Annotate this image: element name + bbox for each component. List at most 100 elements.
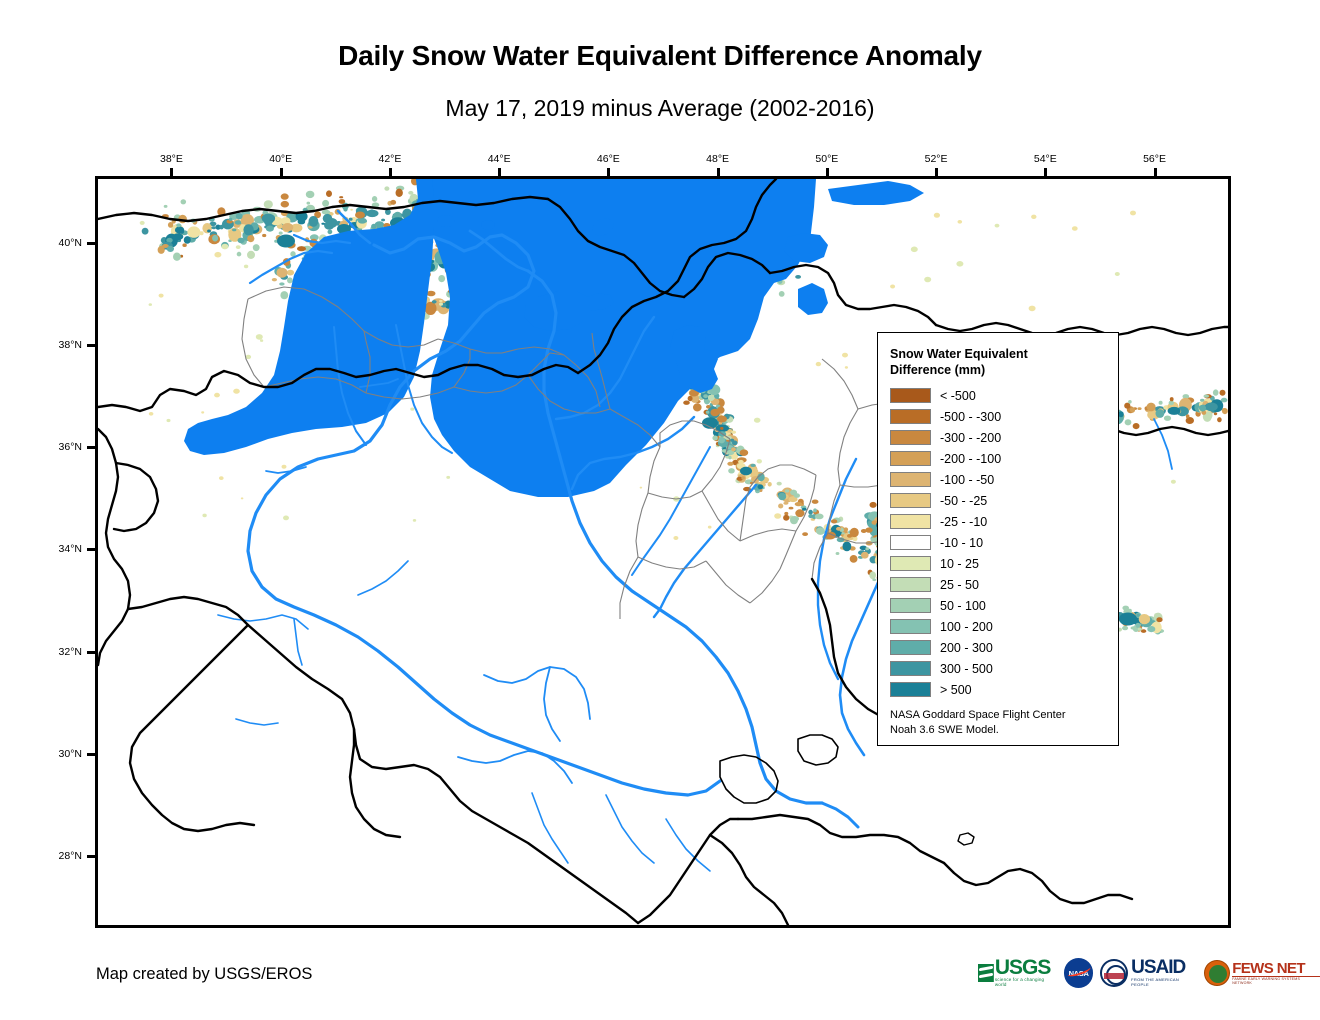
swe-anomaly-cell <box>1156 617 1163 623</box>
swe-anomaly-cell <box>1199 404 1207 412</box>
swe-anomaly-fleck <box>245 354 252 360</box>
swe-anomaly-cell <box>1137 627 1142 631</box>
swe-anomaly-cell <box>322 213 333 223</box>
swe-anomaly-cell <box>788 506 794 510</box>
swe-anomaly-fleck <box>410 407 415 411</box>
swe-anomaly-cell <box>439 299 443 303</box>
lon-tick <box>607 168 611 176</box>
river-euphrates <box>246 233 722 797</box>
legend-row: -300 - -200 <box>890 427 1108 448</box>
swe-anomaly-cell <box>252 244 260 252</box>
border-iraq-saudi-vertical <box>348 727 402 839</box>
swe-anomaly-fleck <box>233 388 240 394</box>
swe-anomaly-cell <box>732 440 738 446</box>
wadi-syria-3 <box>357 560 409 596</box>
lat-tick-label: 30°N <box>58 748 82 761</box>
legend-label: > 500 <box>940 682 972 697</box>
swe-anomaly-cell <box>783 514 790 521</box>
wadi-network-5 <box>605 794 655 864</box>
swe-anomaly-fleck <box>707 525 712 529</box>
swe-anomaly-cell <box>234 220 242 225</box>
swe-anomaly-cell <box>408 190 414 195</box>
border-turkey-syria <box>98 363 580 413</box>
swe-anomaly-cell <box>1128 400 1132 404</box>
swe-anomaly-cell <box>869 571 877 580</box>
island-gulf-1 <box>957 832 975 846</box>
swe-anomaly-cell <box>776 481 782 486</box>
swe-anomaly-cell <box>247 235 255 243</box>
swe-anomaly-cell <box>784 489 790 493</box>
coast-caspian-south <box>934 321 1228 337</box>
swe-anomaly-fleck <box>283 515 289 521</box>
usgs-tagline: science for a changing world <box>994 977 1045 988</box>
wadi-network-3 <box>457 750 573 784</box>
swe-anomaly-cell <box>438 275 446 283</box>
legend-swatch <box>890 514 931 530</box>
lon-tick-label: 50°E <box>815 153 839 165</box>
river-adhaim <box>631 446 711 576</box>
legend-swatch <box>890 682 931 698</box>
swe-anomaly-cell <box>306 201 311 205</box>
lake-small-1 <box>437 215 455 227</box>
lon-tick-label: 56°E <box>1143 153 1166 165</box>
swe-anomaly-cell <box>166 245 174 252</box>
swe-anomaly-cell <box>824 531 836 540</box>
swe-anomaly-cell <box>1219 389 1226 396</box>
swe-anomaly-fleck <box>201 411 205 414</box>
swe-anomaly-fleck <box>446 475 451 479</box>
swe-anomaly-cell <box>290 223 303 233</box>
swe-anomaly-fleck <box>815 361 822 367</box>
swe-anomaly-cell <box>830 519 838 524</box>
swe-anomaly-cell <box>808 509 813 515</box>
swe-anomaly-cell <box>814 513 824 520</box>
swe-anomaly-cell <box>236 251 242 257</box>
caspian-ne-bay <box>784 233 828 263</box>
swe-anomaly-fleck <box>412 519 417 522</box>
legend-row: 100 - 200 <box>890 616 1108 637</box>
swe-anomaly-cell <box>141 227 149 235</box>
swe-anomaly-cell <box>290 251 296 257</box>
swe-anomaly-cell <box>1200 398 1205 402</box>
legend-swatch <box>890 451 931 467</box>
swe-anomaly-cell <box>739 449 749 457</box>
swe-anomaly-cell <box>872 578 877 582</box>
swe-anomaly-cell <box>795 509 805 518</box>
swe-anomaly-cell <box>865 547 869 551</box>
caspian-ne-inlet <box>828 181 924 205</box>
lat-tick-label: 40°N <box>58 236 82 249</box>
page-subtitle: May 17, 2019 minus Average (2002-2016) <box>445 95 875 121</box>
swe-anomaly-cell <box>1146 402 1156 412</box>
swe-anomaly-cell <box>280 193 289 200</box>
legend-row: 200 - 300 <box>890 637 1108 658</box>
swe-anomaly-cell <box>790 489 798 496</box>
swe-anomaly-cell <box>166 237 173 243</box>
border-armenia-azerbaijan <box>682 251 772 299</box>
swe-anomaly-cell <box>741 476 745 480</box>
swe-anomaly-cell <box>869 501 877 508</box>
caspian-east-shelf <box>798 283 828 315</box>
swe-anomaly-cell <box>790 516 798 525</box>
wadi-network-6 <box>665 818 711 872</box>
swe-anomaly-cell <box>1132 423 1140 430</box>
swe-anomaly-fleck <box>673 536 679 540</box>
swe-anomaly-core <box>1119 612 1137 626</box>
swe-deficit-core <box>717 415 727 423</box>
swe-anomaly-cell <box>384 186 390 191</box>
swe-anomaly-cell <box>842 541 852 552</box>
swe-anomaly-cell <box>783 501 789 505</box>
legend-swatch <box>890 577 931 593</box>
swe-anomaly-cell <box>309 234 319 241</box>
usaid-seal-icon <box>1100 958 1129 987</box>
river-diyala <box>652 483 758 619</box>
swe-anomaly-cell <box>1182 394 1190 399</box>
swe-anomaly-cell <box>180 199 187 205</box>
swe-anomaly-cell <box>718 436 725 444</box>
swe-anomaly-fleck <box>1114 272 1120 276</box>
swe-anomaly-cell <box>1169 397 1174 402</box>
swe-anomaly-cell <box>176 223 182 228</box>
swe-anomaly-cell <box>1167 406 1181 415</box>
river-greater-zab <box>554 315 656 421</box>
swe-anomaly-cell <box>778 492 787 501</box>
swe-anomaly-cell <box>276 267 288 278</box>
swe-anomaly-cell <box>1203 394 1210 398</box>
